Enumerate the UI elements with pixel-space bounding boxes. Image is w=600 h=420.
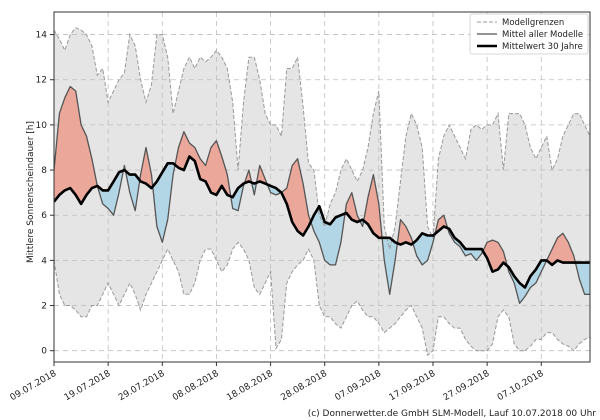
x-tick-label: 08.08.2018: [171, 369, 221, 404]
plot-frame: [53, 11, 591, 363]
model-range-band: [54, 27, 590, 356]
anomaly-segment: [492, 239, 499, 272]
y-tick-label: 14: [36, 31, 48, 41]
plot-area: 0 2 4 6 8 10 12 14 09.07.2018 19.07.2018 29.07.201…: [9, 11, 591, 404]
anomaly-segment: [210, 140, 217, 196]
anomaly-segment: [80, 124, 87, 205]
anomaly-segment: [584, 262, 590, 295]
y-tick-label: 0: [41, 347, 47, 357]
anomaly-segment: [64, 86, 71, 191]
model-mean-line: [54, 85, 590, 304]
legend-box: [469, 13, 589, 55]
x-tick-label: 18.08.2018: [225, 369, 275, 404]
anomaly-segment: [422, 233, 428, 266]
y-tick-label: 2: [41, 302, 47, 312]
anomaly-segment: [70, 86, 76, 196]
legend-model-text: Mittel aller Modelle: [502, 30, 583, 40]
y-tick-label: 4: [41, 256, 47, 266]
anomaly-segment: [292, 158, 298, 232]
y-tick-label: 10: [36, 121, 48, 131]
y-tick-label: 8: [41, 166, 47, 176]
y-axis-label: Mittlere Sonnenscheindauer [h]: [26, 121, 36, 263]
climate-mean-line: [54, 155, 590, 289]
credit-text: (c) Donnerwetter.de GmbH SLM-Modell, Lau…: [308, 409, 597, 419]
x-tick-label: 27.09.2018: [442, 369, 492, 404]
legend: Modellgrenzen Mittel aller Modelle Mitte…: [469, 13, 589, 55]
x-tick-label: 28.08.2018: [279, 369, 329, 404]
x-tick-label: 17.09.2018: [388, 369, 438, 404]
y-tick-label: 12: [36, 76, 47, 86]
model-range-upper-line: [54, 27, 590, 250]
x-tick-label: 07.09.2018: [334, 369, 384, 404]
x-tick-label: 29.07.2018: [117, 369, 167, 404]
x-tick-label: 07.10.2018: [496, 369, 546, 404]
x-tick-label: 19.07.2018: [63, 369, 113, 404]
x-tick-label: 09.07.2018: [9, 369, 59, 404]
anomaly-segment: [324, 221, 331, 266]
legend-climate-text: Mittelwert 30 Jahre: [502, 42, 583, 52]
y-tick-label: 6: [41, 211, 47, 221]
legend-range-text: Modellgrenzen: [502, 18, 564, 28]
